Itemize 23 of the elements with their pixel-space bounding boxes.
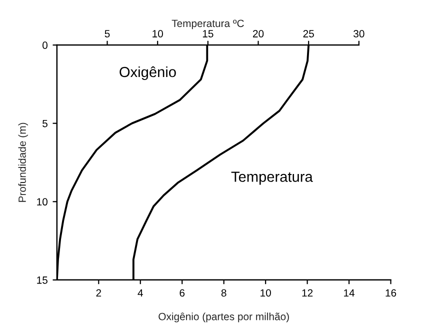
x2-tick-label: 15 (202, 30, 214, 38)
x2-tick-label: 25 (303, 30, 314, 38)
x-tick-label: 6 (180, 289, 185, 297)
x-tick-label: 12 (302, 289, 313, 297)
y-axis-title: Profundidade (m) (18, 122, 28, 202)
series-label: Temperatura (231, 172, 313, 185)
x2-axis-title: Temperatura ºC (172, 20, 244, 30)
y-tick-label: 5 (42, 120, 48, 128)
y-tick-label: 10 (37, 198, 48, 206)
x2-tick-label: 5 (104, 30, 110, 38)
y-tick-label: 15 (37, 276, 48, 284)
x-tick-label: 10 (260, 289, 271, 297)
x2-tick-label: 10 (152, 30, 163, 38)
x-tick-label: 14 (344, 289, 355, 297)
x-tick-label: 4 (138, 289, 143, 297)
x2-tick-label: 30 (354, 30, 364, 38)
x2-tick-label: 20 (252, 30, 264, 38)
x-tick-label: 16 (386, 289, 396, 297)
x-axis-title: Oxigênio (partes por milhão) (158, 312, 289, 322)
y-tick-label: 0 (42, 42, 48, 49)
x-tick-label: 8 (221, 289, 226, 297)
x-tick-label: 2 (96, 289, 102, 297)
series-label: Oxigênio (120, 66, 176, 80)
